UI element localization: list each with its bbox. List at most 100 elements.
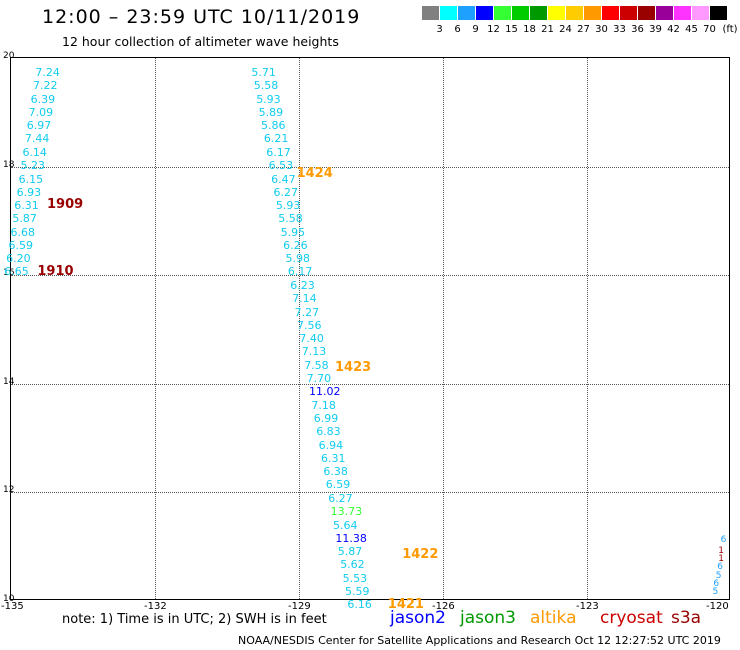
lat-label: 16 (3, 268, 15, 279)
wave-height-value: 5.86 (261, 119, 286, 133)
wave-height-value: 11.38 (335, 531, 367, 545)
wave-height-value: 6.47 (271, 172, 296, 186)
legend-swatch (638, 6, 655, 20)
pass-time-label: 1909 (47, 196, 84, 212)
edge-wave-value: 5 (712, 586, 719, 597)
wave-height-value: 6.15 (18, 172, 44, 186)
legend-swatch (440, 6, 457, 20)
lon-label: -126 (432, 601, 455, 612)
edge-wave-value: 5 (715, 570, 722, 581)
legend-label: 45 (685, 24, 698, 35)
legend-label: 30 (595, 24, 608, 35)
wave-height-value: 6.26 (283, 238, 308, 252)
wave-height-value: 6.27 (328, 491, 353, 505)
wave-height-value: 5.58 (278, 212, 303, 226)
wave-height-value: 7.22 (33, 79, 58, 93)
wave-height-value: 6.14 (22, 146, 47, 160)
lon-label: -123 (576, 601, 599, 612)
wave-height-value: 7.56 (297, 318, 322, 332)
wave-height-value: 7.09 (28, 105, 54, 119)
legend-label: 3 (436, 24, 443, 35)
wave-height-value: 5.87 (12, 212, 37, 226)
edge-wave-value: 1 (718, 554, 724, 565)
grid-meridian (443, 58, 444, 599)
lon-label: -132 (144, 601, 167, 612)
legend-swatch (710, 6, 727, 20)
legend-label: 24 (559, 24, 572, 35)
legend-label: 9 (472, 24, 479, 35)
wave-height-value: 5.62 (340, 558, 365, 572)
wave-height-value: 7.58 (304, 358, 329, 372)
wave-height-value: 11.02 (309, 385, 341, 399)
wave-height-value: 5.98 (285, 252, 310, 266)
pass-time-label: 1910 (37, 264, 74, 280)
wave-height-value: 6.17 (287, 265, 313, 279)
grid-meridian (155, 58, 156, 599)
lat-label: 20 (3, 51, 15, 61)
pass-time-label: 1421 (387, 597, 424, 613)
pass-time-label: 1422 (402, 546, 439, 562)
wave-height-value: 6.31 (14, 199, 39, 213)
wave-height-value: 6.21 (263, 132, 289, 146)
color-legend: 3 6 9 12 15 18 21 24 27 30 33 36 39 42 45 70 (ft) (422, 6, 738, 38)
wave-height-value: 6.83 (316, 425, 341, 439)
lat-label: 18 (3, 159, 15, 170)
grid-meridian (299, 58, 300, 599)
lon-label: -120 (706, 601, 729, 612)
legend-swatch (566, 6, 583, 20)
wave-height-value: 5.64 (333, 518, 358, 532)
wave-height-value: 6.94 (318, 438, 344, 452)
wave-height-value: 7.70 (306, 371, 332, 385)
sat-s3a-label: s3a (671, 608, 702, 628)
wave-height-value: 7.13 (301, 345, 327, 359)
pass-time-label: 1423 (335, 359, 372, 375)
pass-time-label: 1424 (296, 165, 333, 181)
legend-label: 21 (541, 24, 554, 35)
legend-swatch (476, 6, 493, 20)
grid-parallel (11, 383, 729, 385)
wave-height-value: 13.73 (330, 504, 363, 518)
legend-swatch (692, 6, 709, 20)
wave-height-value: 5.95 (280, 225, 306, 239)
wave-height-value: 5.58 (253, 79, 279, 93)
wave-height-value: 6.39 (30, 92, 56, 106)
legend-swatch (620, 6, 637, 20)
legend-swatch (422, 6, 439, 20)
legend-unit: (ft) (722, 24, 738, 35)
grid-parallel (11, 275, 729, 277)
wave-height-value: 5.59 (345, 584, 370, 598)
lat-label: 14 (3, 376, 15, 387)
sat-jason2-label: jason2 (390, 608, 446, 628)
wave-height-value: 6.97 (26, 119, 52, 133)
page-subtitle: 12 hour collection of altimeter wave hei… (62, 34, 339, 49)
legend-swatch (584, 6, 601, 20)
wave-height-value: 6.53 (268, 159, 294, 173)
legend-swatch (674, 6, 691, 20)
legend-swatch (656, 6, 673, 20)
wave-height-value: 6.99 (313, 412, 339, 426)
lat-label: 12 (3, 485, 15, 496)
lat-label: 10 (3, 594, 15, 604)
edge-wave-value: 6 (720, 535, 727, 546)
legend-label: 70 (703, 24, 716, 35)
wave-height-value: 6.59 (8, 238, 34, 252)
legend-label: 36 (631, 24, 644, 35)
sat-jason3-label: jason3 (460, 608, 516, 628)
footer-credit: NOAA/NESDIS Center for Satellite Applica… (238, 634, 721, 647)
grid-parallel (11, 166, 729, 168)
wave-height-value: 7.14 (292, 292, 317, 306)
wave-height-value: 7.44 (24, 132, 50, 146)
legend-label: 6 (454, 24, 461, 35)
grid-parallel (11, 492, 729, 494)
wave-height-value: 6.93 (16, 185, 42, 199)
legend-label: 42 (667, 24, 680, 35)
wave-height-value: 7.27 (294, 305, 320, 319)
wave-height-value: 5.23 (20, 159, 46, 173)
wave-height-value: 6.23 (290, 279, 315, 293)
sat-altika-label: altika (530, 608, 577, 628)
wave-height-value: 5.93 (275, 199, 301, 213)
edge-wave-value: 6 (717, 562, 723, 573)
lon-label: -135 (1, 601, 24, 612)
wave-height-value: 7.18 (311, 398, 336, 412)
